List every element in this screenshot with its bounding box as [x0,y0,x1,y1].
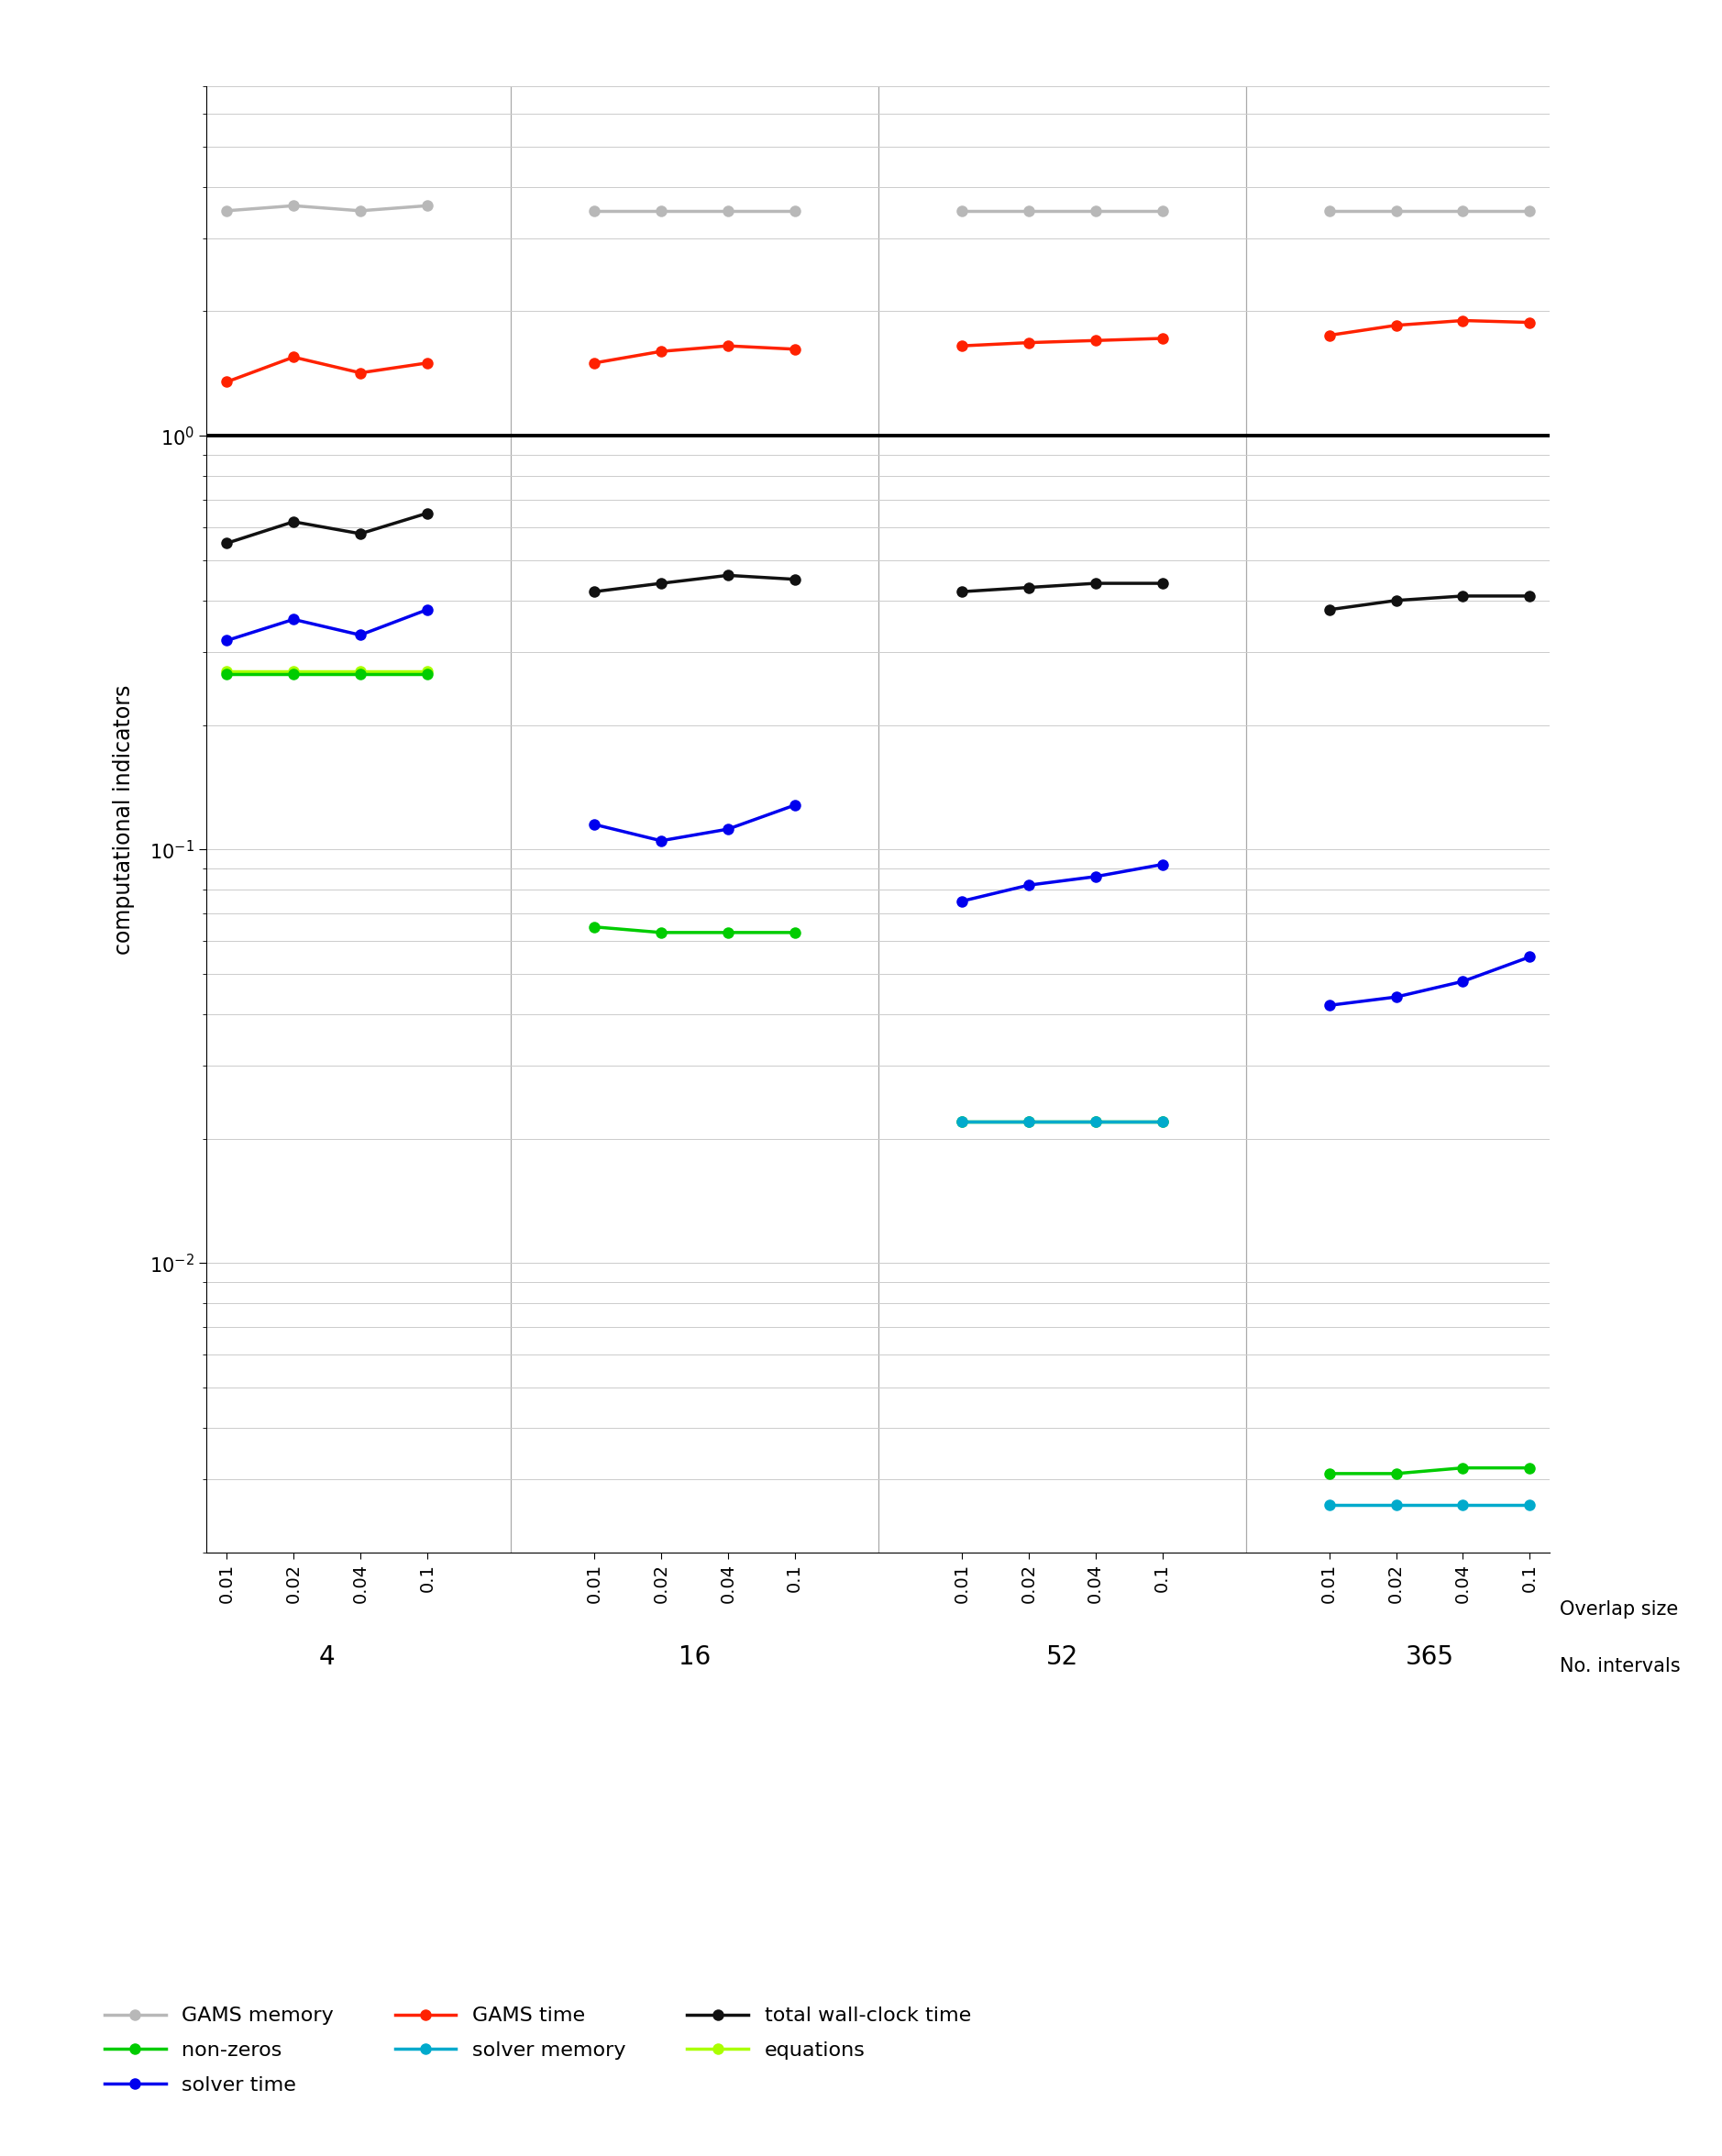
Text: 365: 365 [1405,1645,1453,1669]
Text: 4: 4 [319,1645,336,1669]
Text: Overlap size: Overlap size [1560,1600,1679,1619]
Legend: GAMS memory, non-zeros, solver time, GAMS time, solver memory, total wall-clock : GAMS memory, non-zeros, solver time, GAM… [96,1999,980,2102]
Text: 16: 16 [678,1645,711,1669]
Y-axis label: computational indicators: computational indicators [112,683,134,955]
Text: 52: 52 [1045,1645,1078,1669]
Text: No. intervals: No. intervals [1560,1656,1681,1675]
